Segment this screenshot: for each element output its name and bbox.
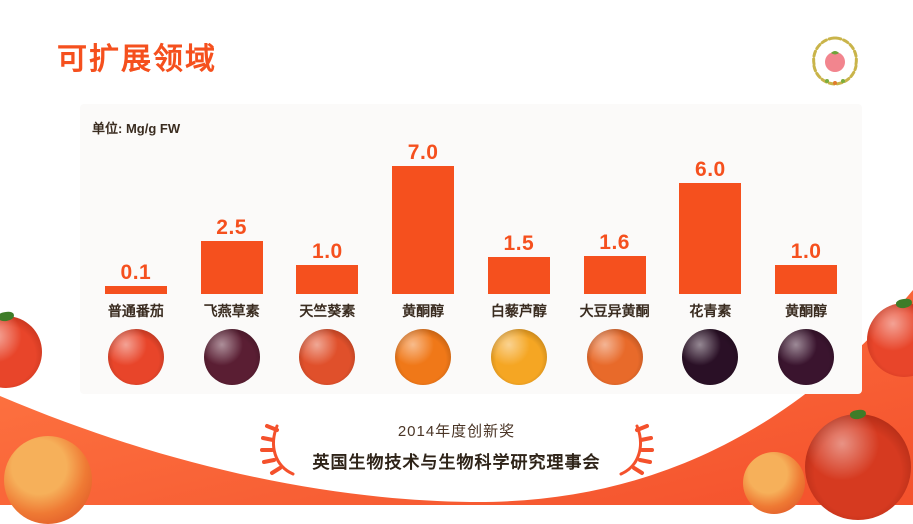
bar <box>200 241 263 294</box>
tomato-image <box>778 329 835 385</box>
bar <box>583 256 646 294</box>
unit-label: 单位: Mg/g FW <box>92 121 181 136</box>
bar <box>775 265 838 294</box>
bar-stack: 0.1 <box>104 134 167 294</box>
bar-value: 1.0 <box>312 240 343 263</box>
chart-column: 1.5 白藜芦醇 <box>471 134 567 388</box>
laurel-left-icon <box>259 424 294 476</box>
award-section: 2014年度创新奖 英国生物技术与生物科学研究理事会 <box>0 420 913 476</box>
tomato-image <box>682 329 739 385</box>
bar-stack: 1.5 <box>487 134 550 294</box>
bar-stack: 7.0 <box>392 134 455 294</box>
bar-value: 7.0 <box>407 141 439 164</box>
brand-logo <box>812 36 858 86</box>
bar <box>104 286 167 294</box>
tomato-image <box>107 329 164 385</box>
bar-stack: 6.0 <box>679 134 742 294</box>
category-label: 花青素 <box>689 303 732 319</box>
category-label: 大豆异黄酮 <box>579 303 650 319</box>
bar-value: 2.5 <box>216 216 247 239</box>
page-title: 可扩展领域 <box>57 43 217 76</box>
bar-stack: 1.0 <box>296 134 359 294</box>
tomato-image <box>203 329 260 385</box>
laurel-right-icon <box>619 424 654 476</box>
bar <box>296 265 359 294</box>
tomato-image <box>490 329 547 385</box>
chart-column: 1.0 天竺葵素 <box>280 134 376 388</box>
bar-stack: 1.0 <box>775 134 838 294</box>
chart-column: 1.6 大豆异黄酮 <box>567 134 663 388</box>
bar-value: 6.0 <box>695 158 726 181</box>
tomato-image <box>395 329 452 385</box>
chart-columns: 0.1 普通番茄 2.5 飞燕草素 1.0 天竺葵素 7.0 黄酮醇 1.5 白藜芦醇 1.6 大豆异… <box>88 134 854 388</box>
chart-column: 2.5 飞燕草素 <box>184 134 280 388</box>
bar-stack: 1.6 <box>583 134 646 294</box>
award-org-text: 英国生物技术与生物科学研究理事会 <box>312 453 601 472</box>
tomato-image <box>586 329 643 385</box>
category-label: 白藜芦醇 <box>490 303 547 319</box>
chart-column: 6.0 花青素 <box>663 134 759 388</box>
bar <box>487 257 550 294</box>
bar-value: 0.1 <box>120 261 152 284</box>
award-year-text: 2014年度创新奖 <box>397 423 516 440</box>
category-label: 飞燕草素 <box>203 303 260 319</box>
chart-column: 1.0 黄酮醇 <box>758 134 854 388</box>
slide: 可扩展领域 单位: Mg/g FW 0.1 普通番茄 2.5 飞燕草素 1.0 天竺葵素 7… <box>0 36 913 476</box>
bar-value: 1.5 <box>503 232 535 255</box>
bar-value: 1.6 <box>599 231 630 254</box>
category-label: 黄酮醇 <box>402 303 445 319</box>
bar-stack: 2.5 <box>200 134 263 294</box>
category-label: 普通番茄 <box>107 303 164 319</box>
chart-column: 7.0 黄酮醇 <box>375 134 471 388</box>
chart-panel: 单位: Mg/g FW 0.1 普通番茄 2.5 飞燕草素 1.0 天竺葵素 7.0 黄酮醇 1… <box>80 104 862 394</box>
bar-value: 1.0 <box>790 240 822 263</box>
category-label: 天竺葵素 <box>299 303 356 319</box>
category-label: 黄酮醇 <box>785 303 828 319</box>
tomato-image <box>299 329 356 385</box>
tomato-slice-photo-right <box>743 452 805 514</box>
tomato-photo-right-bottom <box>805 408 911 520</box>
bar <box>679 183 742 294</box>
bar <box>392 166 455 294</box>
chart-column: 0.1 普通番茄 <box>88 134 184 388</box>
